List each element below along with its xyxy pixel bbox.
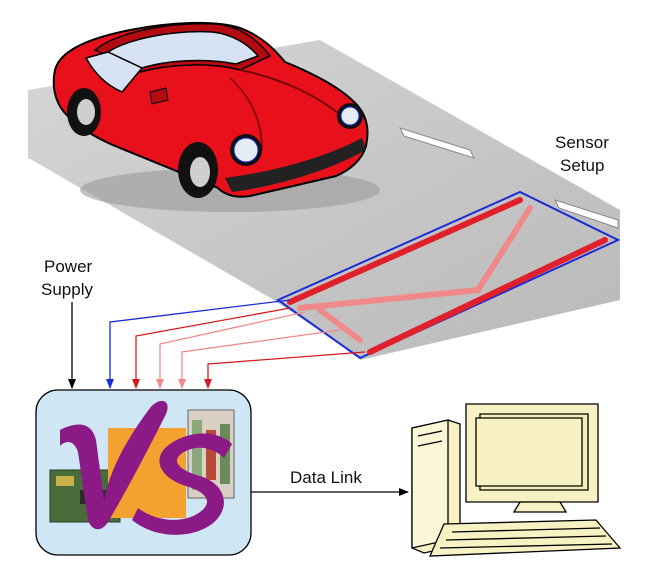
sensor-strip-bottom [367, 237, 608, 355]
sensor-wires [106, 299, 366, 389]
wire-pink-1 [156, 311, 306, 389]
headlight-left [230, 134, 262, 166]
wheel-front [178, 142, 218, 198]
sensor-strip-diag-3 [317, 307, 363, 343]
wire-red-1 [132, 307, 291, 389]
wire-blue [106, 299, 291, 389]
sensor-setup-label-line1: Sensor [555, 133, 609, 152]
vs-logo-text: VS [0, 0, 2, 1]
desktop-computer-icon [411, 403, 622, 557]
wheel-rear [67, 88, 101, 136]
sensor-setup [275, 190, 621, 360]
wire-pink-2 [178, 329, 341, 389]
power-supply-label-line1: Power [44, 257, 93, 276]
sports-car [52, 21, 380, 212]
sensor-strip-top [287, 197, 523, 305]
headlight-right [337, 103, 363, 129]
controller-box: VS [0, 0, 252, 556]
sensor-strip-diag-2 [475, 205, 533, 293]
data-link-label: Data Link [290, 468, 362, 487]
power-supply-label-line2: Supply [41, 280, 93, 299]
lane-markings [399, 127, 619, 229]
sensor-strip-diag-1 [297, 287, 481, 311]
vs-logo [60, 400, 232, 535]
sensor-setup-label-line2: Setup [560, 156, 604, 175]
wire-red-2 [204, 351, 366, 389]
